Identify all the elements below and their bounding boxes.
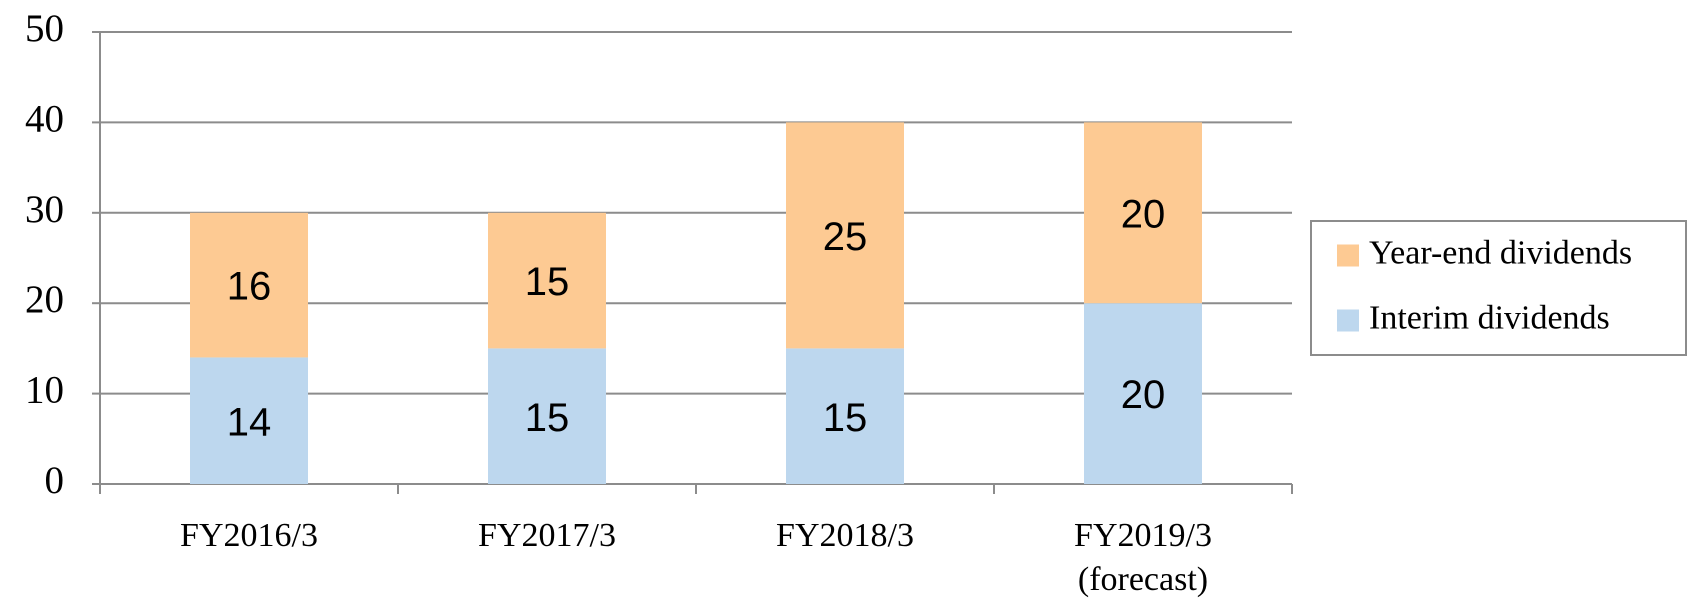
bar-segment xyxy=(190,212,308,358)
bar-segment xyxy=(488,212,606,349)
bar-segment xyxy=(190,357,308,484)
bar-segment xyxy=(1084,303,1202,484)
x-tick-label: FY2017/3 xyxy=(478,517,616,554)
legend-box xyxy=(1310,220,1687,356)
legend-swatch xyxy=(1337,244,1359,267)
data-label: 15 xyxy=(525,260,570,304)
data-label: 20 xyxy=(1121,373,1166,417)
legend-label: Interim dividends xyxy=(1369,299,1610,336)
bar-segment xyxy=(786,122,904,349)
bar-segment xyxy=(488,348,606,484)
x-tick-label: FY2019/3 (forecast) xyxy=(1074,517,1212,598)
x-tick-label: FY2016/3 xyxy=(180,517,318,554)
data-label: 14 xyxy=(227,400,272,444)
y-tick-label: 20 xyxy=(25,278,64,321)
y-tick-label: 50 xyxy=(25,7,64,50)
legend-label: Year-end dividends xyxy=(1369,234,1632,271)
bar-segment xyxy=(786,348,904,484)
y-tick-label: 40 xyxy=(25,97,64,140)
data-label: 15 xyxy=(525,396,570,440)
y-tick-label: 0 xyxy=(45,459,65,502)
data-label: 20 xyxy=(1121,192,1166,236)
data-label: 15 xyxy=(823,396,868,440)
data-label: 25 xyxy=(823,215,868,259)
y-tick-label: 10 xyxy=(25,369,64,412)
y-tick-label: 30 xyxy=(25,188,64,231)
data-label: 16 xyxy=(227,265,272,309)
x-tick-label: FY2018/3 xyxy=(776,517,914,554)
legend-swatch xyxy=(1337,309,1359,332)
bar-segment xyxy=(1084,122,1202,304)
